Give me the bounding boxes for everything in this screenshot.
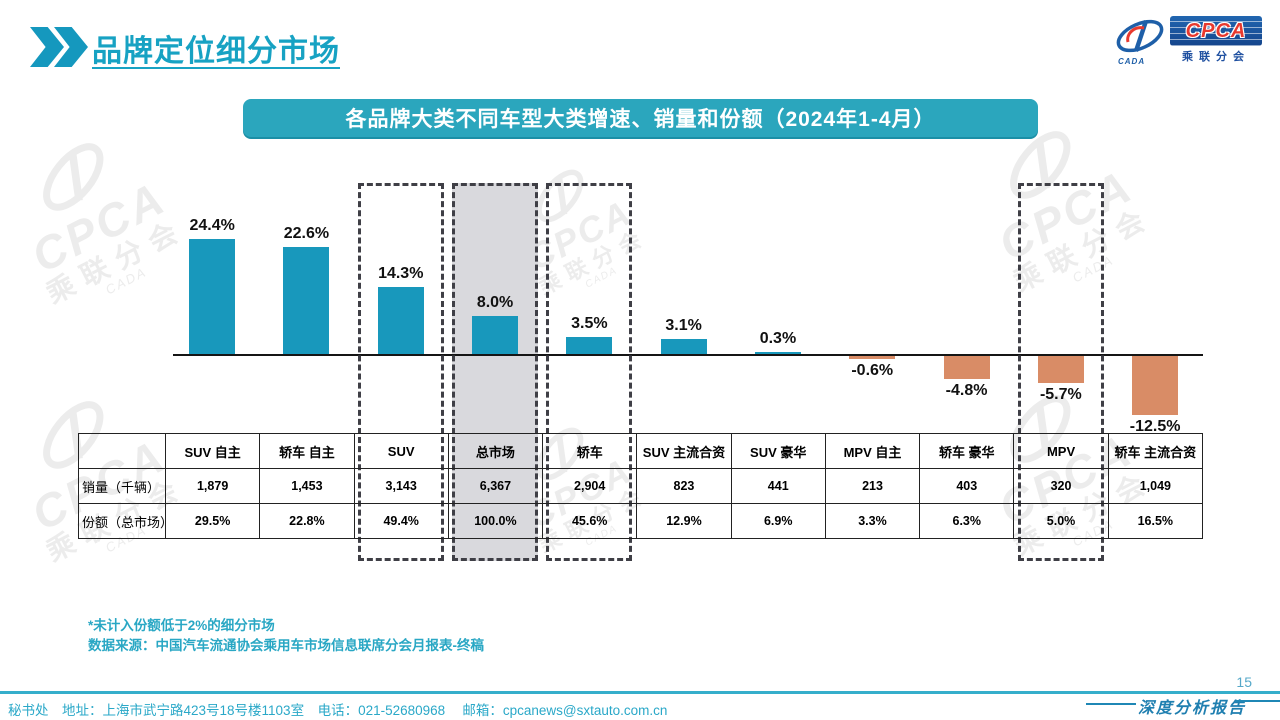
growth-bar-value-label: -5.7% [1039,385,1082,403]
sales-cell: 823 [636,468,732,504]
cpca-plate: CPCA [1170,16,1262,46]
title-chevron-icon [30,27,92,67]
sales-cell: 2,904 [542,468,638,504]
share-cell: 100.0% [447,503,544,539]
cpca-label: CPCA [1185,19,1247,42]
growth-bar [754,352,801,354]
growth-bar-value-label: 8.0% [476,294,514,312]
growth-bar [566,337,613,354]
sales-cell: 1,879 [164,468,261,504]
growth-bar [472,316,519,354]
column-header-cell: SUV 豪华 [730,433,826,469]
sales-cell: 3,143 [353,468,449,504]
row-header-cell: 份额（总市场） [78,503,166,539]
table-row: 销量（千辆） 1,879 1,453 3,143 6,367 2,904 823 441 213… [78,468,1204,504]
column-header-cell: 轿车 自主 [259,433,355,469]
growth-bar [1132,356,1179,415]
column-header-cell: SUV 自主 [164,433,261,469]
page-title: 品牌定位细分市场 [92,35,340,68]
sales-cell: 1,453 [259,468,355,504]
footnote-exclusion: *未计入份额低于2%的细分市场 [88,618,275,633]
footer-contact: 秘书处 地址：上海市武宁路423号18号楼1103室 电话：021-526809… [8,703,668,718]
report-label-group: 深度分析报告 [1086,692,1280,718]
growth-bar-value-label: 0.3% [759,330,797,347]
growth-bar-value-label: -0.6% [851,361,894,379]
row-header-cell: 销量（千辆） [78,468,166,504]
column-header-cell: MPV 自主 [824,433,921,469]
column-header-cell: 轿车 主流合资 [1107,433,1204,469]
growth-bar [943,356,990,379]
column-header-cell: 轿车 豪华 [919,433,1015,469]
growth-bar-value-label: 14.3% [378,264,424,282]
growth-bar-value-label: 24.4% [189,216,235,234]
growth-bar [377,286,424,354]
share-cell: 6.9% [730,503,826,539]
growth-bar [849,356,896,359]
chart-banner: 各品牌大类不同车型大类增速、销量和份额（2024年1-4月） [243,99,1038,137]
sales-cell: 403 [919,468,1015,504]
growth-bar-value-label: 3.5% [571,315,608,333]
column-header-cell: SUV [353,433,449,469]
cada-label: CADA [1118,57,1146,66]
growth-bar [660,339,707,354]
market-table: SUV 自主 轿车 自主 SUV 总市场 轿车 SUV 主流合资 SUV 豪华 MPV 自主轿… [78,433,1204,539]
growth-bar [1037,356,1084,383]
page-number: 15 [1236,674,1252,690]
column-header-cell: MPV [1013,433,1109,469]
share-cell: 16.5% [1107,503,1204,539]
sales-cell: 320 [1013,468,1109,504]
share-cell: 49.4% [353,503,449,539]
sales-cell: 6,367 [447,468,544,504]
report-dash-right [1236,700,1280,702]
footer-divider [0,691,1280,694]
growth-bar-value-label: 22.6% [283,225,330,243]
growth-bar [283,247,330,354]
table-corner-cell [78,433,166,469]
chart-banner-title: 各品牌大类不同车型大类增速、销量和份额（2024年1-4月） [345,108,936,131]
share-cell: 45.6% [542,503,638,539]
report-dash-left [1086,703,1136,705]
growth-bar-value-label: 3.1% [665,317,702,335]
column-header-cell: 总市场 [447,433,544,469]
growth-bar [189,238,236,354]
footnotes: *未计入份额低于2%的细分市场 数据来源：中国汽车流通协会乘用车市场信息联席分会… [88,616,484,655]
column-header-cell: SUV 主流合资 [636,433,732,469]
sales-cell: 213 [824,468,921,504]
share-cell: 22.8% [259,503,355,539]
growth-bar-value-label: -12.5% [1129,418,1181,435]
footnote-source: 数据来源：中国汽车流通协会乘用车市场信息联席分会月报表-终稿 [88,637,484,653]
share-cell: 3.3% [824,503,921,539]
share-cell: 12.9% [636,503,732,539]
column-header-cell: 轿车 [542,433,638,469]
growth-bar-value-label: -4.8% [945,381,988,399]
share-cell: 29.5% [164,503,261,539]
report-title: 深度分析报告 [1138,698,1247,717]
share-cell: 6.3% [919,503,1015,539]
cpca-swoosh-icon: CADA [1114,16,1166,66]
cpca-logo: CADA CPCA 乘联分会 [1114,16,1262,68]
share-cell: 5.0% [1013,503,1109,539]
sales-cell: 1,049 [1107,468,1204,504]
cpca-subtitle: 乘联分会 [1182,51,1250,63]
table-row: 份额（总市场） 29.5% 22.8% 49.4% 100.0% 45.6% 12.9% 6.… [78,503,1204,539]
x-axis-line [173,354,1203,356]
sales-cell: 441 [730,468,826,504]
